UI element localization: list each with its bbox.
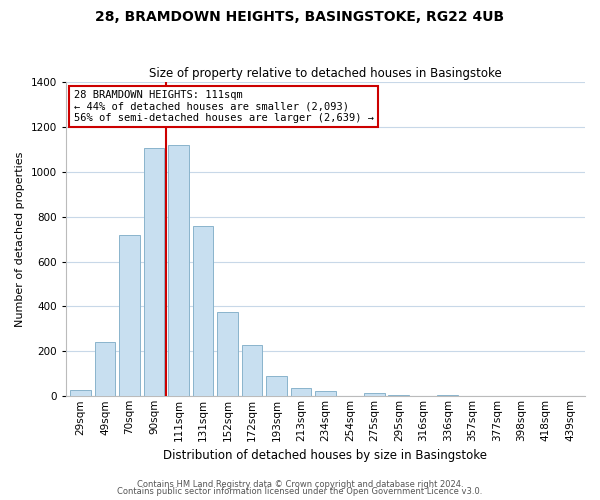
Bar — [193, 226, 214, 396]
Bar — [266, 376, 287, 396]
X-axis label: Distribution of detached houses by size in Basingstoke: Distribution of detached houses by size … — [163, 450, 487, 462]
Bar — [290, 388, 311, 396]
Bar — [168, 145, 189, 397]
Bar — [217, 312, 238, 396]
Bar — [437, 395, 458, 396]
Bar — [143, 148, 164, 396]
Bar — [242, 344, 262, 397]
Text: Contains public sector information licensed under the Open Government Licence v3: Contains public sector information licen… — [118, 487, 482, 496]
Text: 28, BRAMDOWN HEIGHTS, BASINGSTOKE, RG22 4UB: 28, BRAMDOWN HEIGHTS, BASINGSTOKE, RG22 … — [95, 10, 505, 24]
Text: 28 BRAMDOWN HEIGHTS: 111sqm
← 44% of detached houses are smaller (2,093)
56% of : 28 BRAMDOWN HEIGHTS: 111sqm ← 44% of det… — [74, 90, 374, 123]
Bar — [70, 390, 91, 396]
Title: Size of property relative to detached houses in Basingstoke: Size of property relative to detached ho… — [149, 66, 502, 80]
Bar — [388, 395, 409, 396]
Text: Contains HM Land Registry data © Crown copyright and database right 2024.: Contains HM Land Registry data © Crown c… — [137, 480, 463, 489]
Y-axis label: Number of detached properties: Number of detached properties — [15, 152, 25, 327]
Bar — [95, 342, 115, 396]
Bar — [315, 390, 336, 396]
Bar — [119, 234, 140, 396]
Bar — [364, 393, 385, 396]
